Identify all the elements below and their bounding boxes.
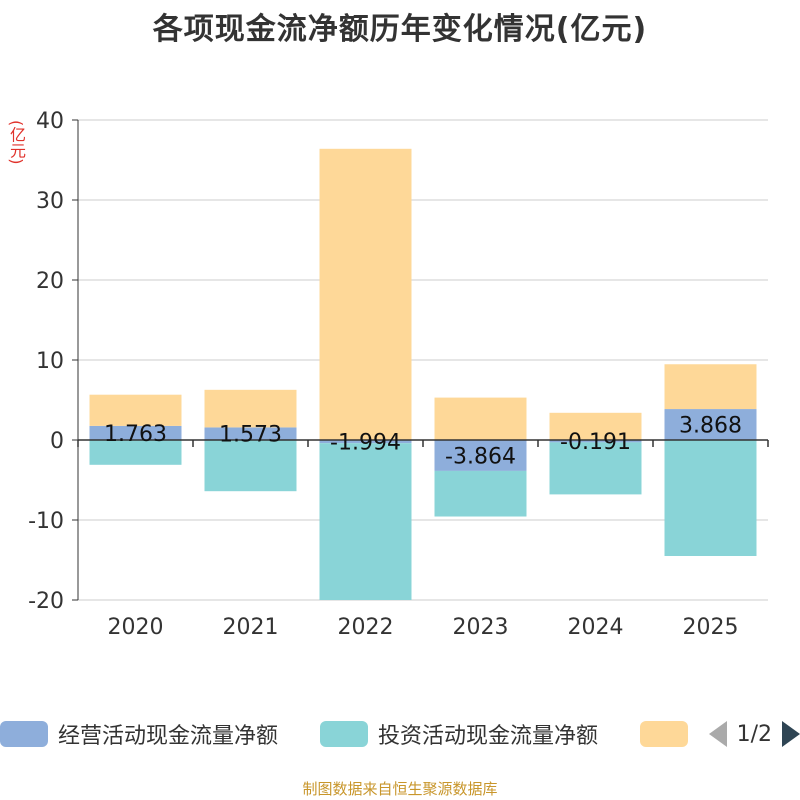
chart-title: 各项现金流净额历年变化情况(亿元) <box>152 12 648 47</box>
bar-operating-2022 <box>319 440 412 444</box>
legend-label-operating: 经营活动现金流量净额 <box>58 724 279 749</box>
bar-operating-2023 <box>434 440 527 471</box>
legend-page-indicator: 1/2 <box>736 721 772 747</box>
bar-investing-2021 <box>204 440 297 492</box>
data-label-operating-2020: 1.763 <box>104 422 167 447</box>
y-tick-label: 20 <box>36 269 64 294</box>
legend-swatch-financing <box>640 721 688 747</box>
data-label-operating-2025: 3.868 <box>679 414 742 439</box>
x-tick-label-2021: 2021 <box>223 615 279 640</box>
legend-next-icon[interactable] <box>782 721 800 747</box>
data-label-operating-2023: -3.864 <box>445 444 516 469</box>
y-tick-label: 10 <box>36 349 64 374</box>
legend: 经营活动现金流量净额 投资活动现金流量净额 <box>0 716 800 752</box>
y-tick-label: 0 <box>50 429 64 454</box>
bar-investing-2024 <box>549 442 642 495</box>
data-label-operating-2022: -1.994 <box>330 431 401 456</box>
x-tick-label-2022: 2022 <box>338 615 394 640</box>
bar-investing-2025 <box>664 440 757 556</box>
bar-financing-2022 <box>319 148 412 441</box>
data-label-operating-2024: -0.191 <box>560 430 631 455</box>
legend-swatch-operating <box>0 721 48 747</box>
bar-financing-2021 <box>204 389 297 428</box>
bar-financing-2025 <box>664 364 757 410</box>
legend-label-investing: 投资活动现金流量净额 <box>378 724 599 749</box>
y-tick-label: -10 <box>28 509 64 534</box>
y-tick-label: -20 <box>28 589 64 614</box>
bar-operating-2021 <box>204 427 297 440</box>
bar-financing-2023 <box>434 397 527 440</box>
x-tick-label-2023: 2023 <box>453 615 509 640</box>
bar-investing-2022 <box>319 443 412 600</box>
bar-operating-2024 <box>549 440 642 443</box>
data-source-note: 制图数据来自恒生聚源数据库 <box>302 780 498 798</box>
bar-investing-2020 <box>89 440 182 465</box>
legend-item-operating[interactable]: 经营活动现金流量净额 <box>0 716 278 752</box>
x-tick-label-2024: 2024 <box>568 615 624 640</box>
bar-investing-2023 <box>434 470 527 517</box>
bar-financing-2024 <box>549 412 642 440</box>
y-tick-label: 40 <box>36 109 64 134</box>
data-label-operating-2021: 1.573 <box>219 423 282 448</box>
bar-financing-2020 <box>89 394 182 426</box>
legend-item-investing[interactable]: 投资活动现金流量净额 <box>320 716 598 752</box>
legend-item-financing[interactable] <box>640 716 698 752</box>
legend-prev-icon[interactable] <box>708 721 727 747</box>
x-tick-label-2020: 2020 <box>108 615 164 640</box>
bar-operating-2020 <box>89 425 182 440</box>
y-axis-unit-label: (亿元) <box>7 120 26 165</box>
y-tick-label: 30 <box>36 189 64 214</box>
bar-operating-2025 <box>664 409 757 440</box>
cash-flow-chart: 40 30 20 10 0 -10 -20 1.763 1.573 -1.994 -3.864 -0.… <box>28 109 769 640</box>
legend-swatch-investing <box>320 721 368 747</box>
legend-pager: 1/2 <box>708 716 800 752</box>
x-tick-label-2025: 2025 <box>683 615 739 640</box>
